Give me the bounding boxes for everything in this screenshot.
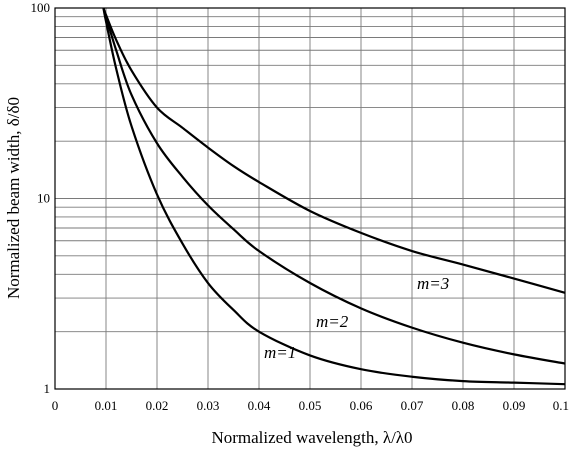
x-tick-label: 0.04 — [248, 398, 271, 413]
x-tick-label: 0.01 — [95, 398, 118, 413]
series-label-m2: m=2 — [316, 312, 349, 331]
x-tick-label: 0.06 — [350, 398, 373, 413]
x-tick-label: 0.1 — [553, 398, 569, 413]
x-tick-label: 0.03 — [197, 398, 220, 413]
y-axis-title: Normalized beam width, δ/δ0 — [4, 97, 23, 299]
y-tick-label: 1 — [44, 381, 51, 396]
grid — [55, 8, 565, 389]
curves — [102, 7, 566, 386]
y-tick-label: 10 — [37, 191, 50, 206]
x-tick-label: 0 — [52, 398, 59, 413]
x-tick-label: 0.09 — [503, 398, 526, 413]
x-tick-labels: 0 0.01 0.02 0.03 0.04 0.05 0.06 0.07 0.08 0.09 0.1 — [52, 398, 569, 413]
series-line-m2 — [102, 7, 566, 365]
x-tick-label: 0.05 — [299, 398, 322, 413]
series-line-m3 — [102, 7, 566, 294]
x-axis-title: Normalized wavelength, λ/λ0 — [211, 428, 412, 447]
plot-frame — [54, 7, 566, 390]
series-line-m1 — [102, 7, 566, 386]
x-tick-label: 0.02 — [146, 398, 169, 413]
x-tick-label: 0.08 — [452, 398, 475, 413]
series-label-m3: m=3 — [417, 274, 449, 293]
series-label-m1: m=1 — [264, 343, 296, 362]
x-tick-label: 0.07 — [401, 398, 424, 413]
y-tick-labels: 1 10 100 — [31, 0, 51, 396]
y-tick-label: 100 — [31, 0, 51, 15]
